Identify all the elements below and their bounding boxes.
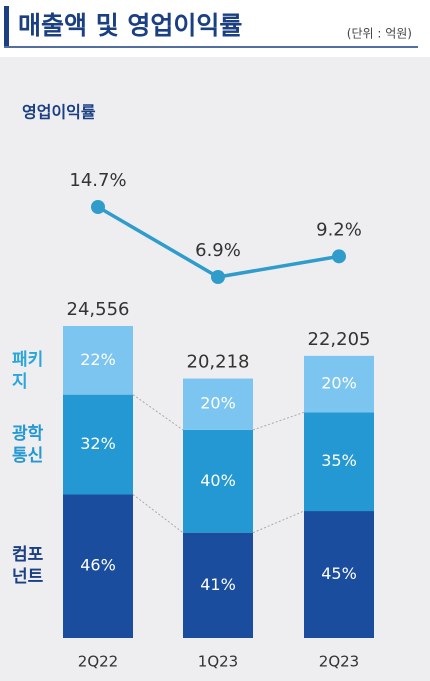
bar-segment bbox=[183, 429, 253, 533]
line-label: 영업이익률 bbox=[22, 103, 96, 122]
total-label: 22,205 bbox=[308, 329, 371, 350]
total-label: 20,218 bbox=[187, 352, 250, 373]
legend-label: 패키지 bbox=[12, 350, 44, 393]
line-point bbox=[91, 200, 105, 214]
line-value-label: 9.2% bbox=[316, 219, 362, 240]
total-label: 24,556 bbox=[67, 299, 130, 320]
segment-label: 20% bbox=[200, 394, 236, 413]
bar-segment bbox=[304, 412, 374, 512]
bar-segment bbox=[183, 378, 253, 430]
segment-label: 46% bbox=[80, 556, 116, 575]
legend-label: 광학 통신 bbox=[12, 423, 44, 466]
connector bbox=[252, 510, 305, 534]
bar-segment bbox=[304, 511, 374, 638]
segment-label: 20% bbox=[321, 374, 357, 393]
segment-label: 41% bbox=[200, 575, 236, 594]
legend-label: 컴포 넌트 bbox=[12, 545, 44, 588]
x-tick-label: 2Q22 bbox=[78, 653, 118, 671]
x-tick-label: 1Q23 bbox=[198, 653, 238, 671]
x-tick-label: 2Q23 bbox=[319, 653, 359, 671]
segment-label: 32% bbox=[80, 434, 116, 453]
connector bbox=[132, 494, 184, 534]
bar-segment bbox=[304, 355, 374, 413]
segment-label: 35% bbox=[321, 451, 357, 470]
line-point bbox=[211, 270, 225, 284]
connector bbox=[252, 411, 305, 431]
chart-title: 매출액 및 영업이익률 bbox=[18, 11, 242, 40]
bar-segment bbox=[63, 326, 133, 395]
unit-note: (단위 : 억원) bbox=[347, 27, 412, 41]
line-value-label: 14.7% bbox=[69, 170, 126, 191]
segment-label: 22% bbox=[80, 350, 116, 369]
segment-label: 45% bbox=[321, 564, 357, 583]
title-accent bbox=[4, 6, 9, 46]
bar-segment bbox=[63, 394, 133, 495]
bar-segment bbox=[183, 532, 253, 638]
segment-label: 40% bbox=[200, 471, 236, 490]
line-value-label: 6.9% bbox=[195, 240, 241, 261]
bar-segment bbox=[63, 494, 133, 638]
line-point bbox=[332, 249, 346, 264]
